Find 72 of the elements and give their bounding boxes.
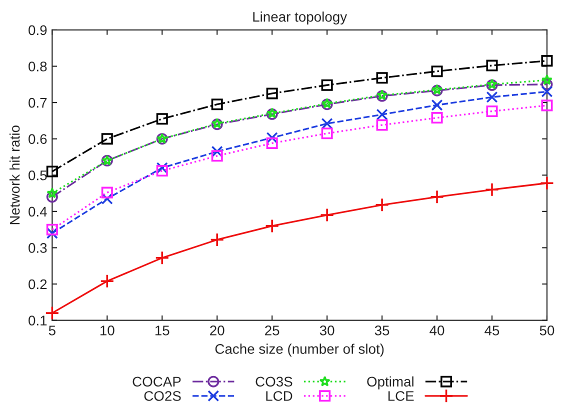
point bbox=[46, 191, 58, 203]
point bbox=[46, 227, 58, 239]
y-tick-label: 0.5 bbox=[28, 170, 47, 180]
point bbox=[156, 165, 168, 177]
point bbox=[320, 208, 334, 222]
legend-label: CO2S bbox=[144, 391, 181, 401]
y-tick-label: 0.6 bbox=[28, 134, 47, 144]
legend-label: CO3S bbox=[256, 376, 292, 387]
point bbox=[266, 132, 278, 144]
point bbox=[211, 146, 223, 158]
point bbox=[101, 133, 113, 145]
point bbox=[431, 112, 443, 124]
x-tick-label: 25 bbox=[265, 326, 280, 336]
y-tick-label: 0.2 bbox=[28, 279, 47, 290]
y-tick-label: 0.8 bbox=[28, 62, 47, 72]
x-tick-label: 10 bbox=[100, 326, 114, 336]
point bbox=[374, 198, 390, 212]
point bbox=[431, 66, 443, 78]
point bbox=[486, 60, 498, 72]
point bbox=[484, 182, 500, 197]
x-axis-title: Cache size (number of slot) bbox=[215, 344, 384, 357]
point bbox=[210, 232, 224, 247]
point bbox=[264, 218, 280, 234]
point bbox=[46, 224, 58, 236]
point bbox=[101, 192, 113, 204]
point bbox=[541, 86, 553, 98]
point bbox=[540, 176, 554, 190]
point bbox=[45, 306, 60, 320]
point bbox=[541, 100, 553, 112]
x-tick-label: 5 bbox=[48, 326, 56, 336]
point bbox=[376, 72, 388, 84]
x-tick-label: 15 bbox=[155, 326, 170, 336]
legend-label: LCD bbox=[266, 391, 292, 401]
y-tick-label: 0.9 bbox=[28, 25, 47, 36]
y-axis-title: Network hit ratio bbox=[10, 126, 20, 224]
point bbox=[430, 190, 444, 204]
point bbox=[431, 99, 443, 111]
x-tick-label: 35 bbox=[374, 326, 390, 336]
point bbox=[154, 250, 170, 266]
x-tick-label: 40 bbox=[430, 326, 444, 336]
y-tick-label: 0.3 bbox=[28, 243, 47, 253]
point bbox=[211, 98, 223, 110]
legend-label: LCE bbox=[388, 391, 414, 401]
x-tick-label: 30 bbox=[320, 326, 334, 336]
point bbox=[541, 78, 553, 90]
point bbox=[211, 150, 223, 162]
chart-title: Linear topology bbox=[253, 12, 348, 24]
point bbox=[266, 137, 278, 149]
point bbox=[156, 162, 168, 174]
point bbox=[321, 118, 333, 130]
point bbox=[541, 55, 553, 67]
point bbox=[321, 128, 333, 140]
x-tick-label: 20 bbox=[210, 326, 224, 336]
legend-label: COCAP bbox=[132, 376, 181, 387]
legend-label: Optimal bbox=[367, 376, 414, 390]
point bbox=[156, 113, 168, 125]
point bbox=[101, 186, 113, 198]
x-tick-label: 50 bbox=[540, 326, 554, 336]
y-tick-label: 0.1 bbox=[28, 316, 47, 326]
y-tick-label: 0.4 bbox=[28, 206, 47, 217]
point bbox=[266, 88, 278, 100]
x-tick-label: 45 bbox=[484, 326, 500, 336]
point bbox=[376, 108, 388, 120]
point bbox=[376, 119, 388, 131]
point bbox=[321, 79, 333, 91]
point bbox=[541, 74, 553, 85]
point bbox=[486, 105, 498, 118]
point bbox=[46, 166, 58, 178]
point bbox=[486, 91, 498, 103]
y-tick-label: 0.7 bbox=[28, 98, 47, 108]
point bbox=[100, 274, 114, 288]
point bbox=[46, 188, 58, 198]
